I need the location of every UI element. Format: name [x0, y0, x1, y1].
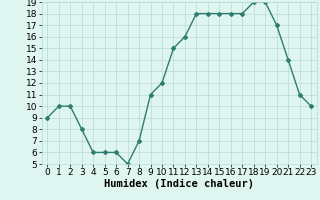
X-axis label: Humidex (Indice chaleur): Humidex (Indice chaleur): [104, 179, 254, 189]
